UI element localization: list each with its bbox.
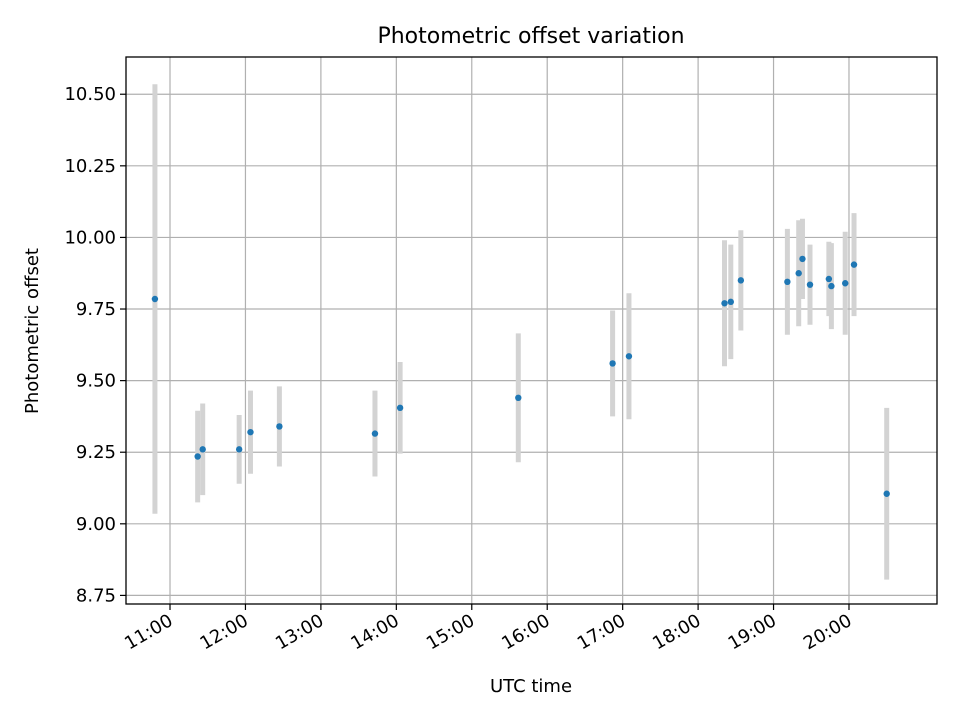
y-tick-label: 8.75 <box>76 585 116 606</box>
data-point <box>784 278 791 286</box>
data-point <box>609 360 616 367</box>
data-point <box>850 261 858 268</box>
data-point <box>199 446 206 453</box>
x-axis-label: UTC time <box>490 676 572 697</box>
y-axis-label: Photometric offset <box>22 248 43 414</box>
chart-title: Photometric offset variation <box>377 24 684 49</box>
data-point <box>235 446 243 453</box>
y-tick-label: 9.00 <box>76 514 116 535</box>
data-point <box>721 300 728 307</box>
data-point <box>371 430 379 437</box>
data-point <box>737 277 745 284</box>
data-points <box>151 255 890 497</box>
data-point <box>194 453 201 460</box>
y-tick-label: 10.50 <box>64 84 116 105</box>
data-point <box>806 281 814 288</box>
data-point <box>151 295 159 303</box>
data-point <box>799 255 806 263</box>
data-point <box>825 275 833 283</box>
y-tick-label: 10.25 <box>64 156 116 177</box>
y-axis: 8.75 9.00 9.25 9.50 9.75 10.00 10.25 10.50 <box>64 84 126 606</box>
y-tick-label: 9.25 <box>76 442 116 463</box>
data-point <box>515 394 522 402</box>
data-point <box>795 270 802 277</box>
y-tick-label: 10.00 <box>64 227 116 248</box>
data-point <box>828 282 835 290</box>
data-point <box>625 353 633 360</box>
plot-area-frame <box>125 56 938 605</box>
data-point <box>247 428 254 436</box>
y-tick-label: 9.75 <box>76 299 116 320</box>
data-point <box>727 298 734 306</box>
y-tick-label: 9.50 <box>76 371 116 392</box>
data-point <box>842 280 849 287</box>
data-point <box>396 404 404 412</box>
grid <box>126 57 937 604</box>
data-point <box>276 423 283 430</box>
data-point <box>883 490 890 497</box>
